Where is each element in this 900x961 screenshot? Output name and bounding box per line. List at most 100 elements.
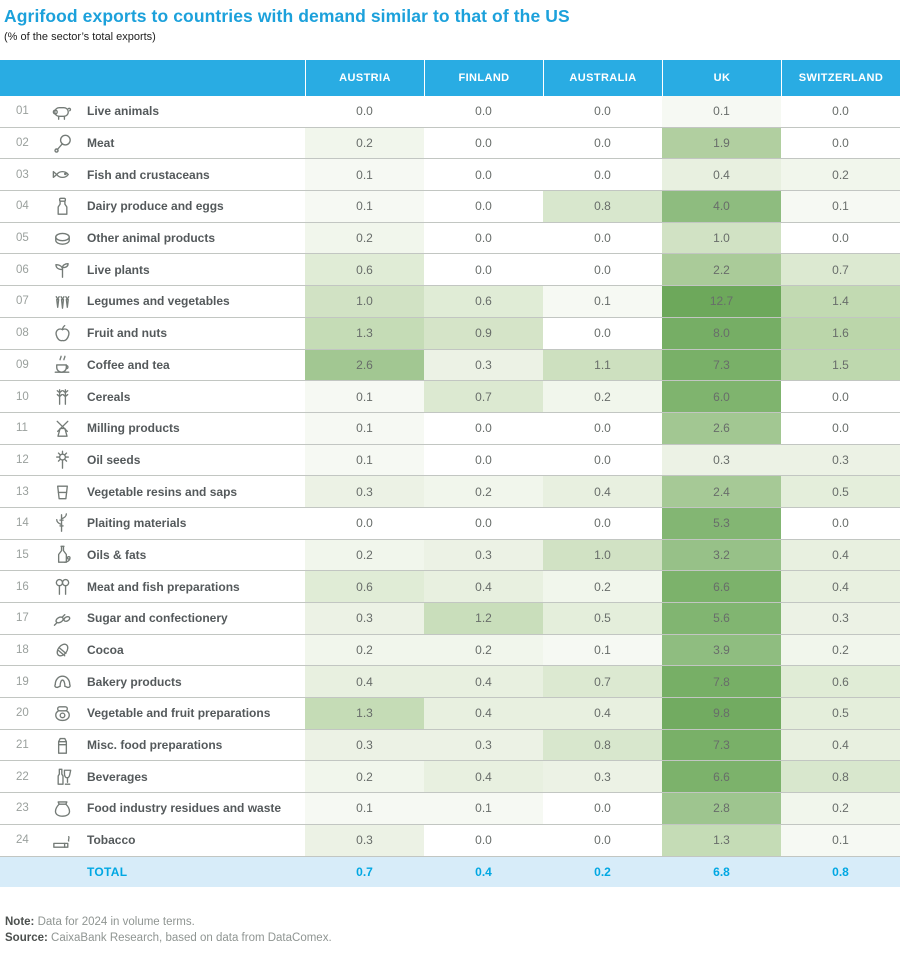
- bamboo-icon: [42, 508, 82, 539]
- value-cell-uk: 9.8: [662, 698, 781, 729]
- value-cell-finland: 1.2: [424, 603, 543, 634]
- table-row: 23 Food industry residues and waste 0.1 0.1…: [0, 793, 900, 825]
- total-cell-uk: 6.8: [713, 864, 730, 879]
- value-cell-uk: 2.4: [662, 476, 781, 507]
- value-cell-uk: 8.0: [662, 317, 781, 349]
- value-cell-finland: 0.0: [424, 159, 543, 191]
- row-number: 19: [16, 675, 29, 688]
- sack-icon: [42, 793, 82, 824]
- row-number: 16: [16, 580, 29, 593]
- row-number: [0, 857, 42, 887]
- value-cell-switzerland: 0.4: [781, 729, 900, 761]
- value-cell-switzerland: 0.1: [781, 191, 900, 222]
- category-label: Misc. food preparations: [87, 738, 223, 753]
- value-cell-austria: 0.2: [305, 539, 424, 571]
- total-label: TOTAL: [87, 864, 128, 879]
- value-cell-australia: 0.8: [543, 191, 662, 222]
- value-cell-switzerland: 0.5: [781, 698, 900, 729]
- table-row: 05 Other animal products 0.2 0.0 0.0 1.0 0.0: [0, 222, 900, 255]
- value-cell-australia: 0.2: [543, 571, 662, 602]
- value-cell-australia: 0.0: [543, 254, 662, 286]
- value-cell-austria: 0.1: [305, 444, 424, 476]
- value-cell-finland: 0.3: [424, 729, 543, 761]
- row-number: 10: [16, 390, 29, 403]
- value-cell-switzerland: 0.6: [781, 666, 900, 698]
- bottle-glass-icon: [42, 761, 82, 792]
- table-row: 03 Fish and crustaceans 0.1 0.0 0.0 0.4 0.2: [0, 159, 900, 192]
- total-cell-austria: 0.7: [356, 864, 373, 879]
- row-number: 08: [16, 327, 29, 340]
- ham-hocks-icon: [42, 571, 82, 602]
- value-cell-austria: 0.1: [305, 381, 424, 412]
- table-row: 15 Oils & fats 0.2 0.3 1.0 3.2 0.4: [0, 539, 900, 572]
- row-number: 06: [16, 263, 29, 276]
- row-number: 21: [16, 739, 29, 752]
- value-cell-uk: 12.7: [662, 286, 781, 317]
- table-row: 10 Cereals 0.1 0.7 0.2 6.0 0.0: [0, 381, 900, 413]
- value-cell-switzerland: 0.8: [781, 761, 900, 793]
- value-cell-uk: 6.6: [662, 761, 781, 793]
- value-cell-uk: 0.4: [662, 159, 781, 191]
- value-cell-austria: 0.1: [305, 191, 424, 222]
- value-cell-switzerland: 0.4: [781, 571, 900, 602]
- value-cell-uk: 3.9: [662, 634, 781, 666]
- value-cell-uk: 2.2: [662, 254, 781, 286]
- value-cell-austria: 0.3: [305, 729, 424, 761]
- coffee-cup-icon: [42, 350, 82, 381]
- value-cell-uk: 1.9: [662, 127, 781, 159]
- footer-notes: Note: Data for 2024 in volume terms. Sou…: [0, 914, 900, 946]
- value-cell-austria: 0.1: [305, 412, 424, 444]
- table-row: 07 Legumes and vegetables 1.0 0.6 0.1 12.7 1.4: [0, 286, 900, 318]
- value-cell-switzerland: 0.0: [781, 381, 900, 412]
- value-cell-uk: 1.3: [662, 824, 781, 856]
- value-cell-finland: 0.4: [424, 571, 543, 602]
- value-cell-finland: 0.1: [424, 793, 543, 824]
- table-row: 17 Sugar and confectionery 0.3 1.2 0.5 5.6 0.3: [0, 603, 900, 635]
- row-number: 11: [16, 422, 28, 435]
- value-cell-australia: 0.0: [543, 793, 662, 824]
- table-row: 13 Vegetable resins and saps 0.3 0.2 0.4 2.4 0…: [0, 476, 900, 508]
- value-cell-switzerland: 0.4: [781, 539, 900, 571]
- row-number: 02: [16, 137, 29, 150]
- value-cell-finland: 0.4: [424, 666, 543, 698]
- category-label: Food industry residues and waste: [87, 801, 282, 816]
- value-cell-australia: 0.2: [543, 381, 662, 412]
- value-cell-austria: 0.3: [305, 476, 424, 507]
- table-row: 20 Vegetable and fruit preparations 1.3 0.4…: [0, 698, 900, 730]
- value-cell-uk: 4.0: [662, 191, 781, 222]
- table-row: 01 Live animals 0.0 0.0 0.0 0.1 0.0: [0, 96, 900, 128]
- category-label: Cocoa: [87, 643, 124, 658]
- value-cell-australia: 0.0: [543, 96, 662, 127]
- category-label: Sugar and confectionery: [87, 611, 228, 626]
- value-cell-australia: 0.0: [543, 159, 662, 191]
- value-cell-austria: 1.0: [305, 286, 424, 317]
- value-cell-uk: 0.1: [662, 96, 781, 127]
- column-header-switzerland: SWITZERLAND: [781, 60, 900, 96]
- value-cell-finland: 0.9: [424, 317, 543, 349]
- row-number: 23: [16, 802, 29, 815]
- table-row: 21 Misc. food preparations 0.3 0.3 0.8 7.3 0.4: [0, 729, 900, 762]
- value-cell-switzerland: 1.4: [781, 286, 900, 317]
- value-cell-uk: 7.3: [662, 349, 781, 381]
- category-label: Cereals: [87, 389, 131, 404]
- value-cell-switzerland: 0.2: [781, 159, 900, 191]
- table-row: 12 Oil seeds 0.1 0.0 0.0 0.3 0.3: [0, 444, 900, 477]
- row-number: 22: [16, 770, 29, 783]
- value-cell-switzerland: 0.0: [781, 96, 900, 127]
- category-label: Plaiting materials: [87, 516, 187, 531]
- row-number: 15: [16, 548, 29, 561]
- value-cell-uk: 6.0: [662, 381, 781, 412]
- value-cell-austria: 0.2: [305, 634, 424, 666]
- value-cell-finland: 0.3: [424, 539, 543, 571]
- table-row: 14 Plaiting materials 0.0 0.0 0.0 5.3 0.0: [0, 507, 900, 540]
- value-cell-finland: 0.2: [424, 476, 543, 507]
- candy-icon: [42, 603, 82, 634]
- value-cell-australia: 0.0: [543, 317, 662, 349]
- cocoa-bean-icon: [42, 635, 82, 666]
- category-label: Meat: [87, 136, 115, 151]
- value-cell-switzerland: 0.3: [781, 444, 900, 476]
- value-cell-finland: 0.0: [424, 824, 543, 856]
- value-cell-switzerland: 0.5: [781, 476, 900, 507]
- table-row: 06 Live plants 0.6 0.0 0.0 2.2 0.7: [0, 254, 900, 287]
